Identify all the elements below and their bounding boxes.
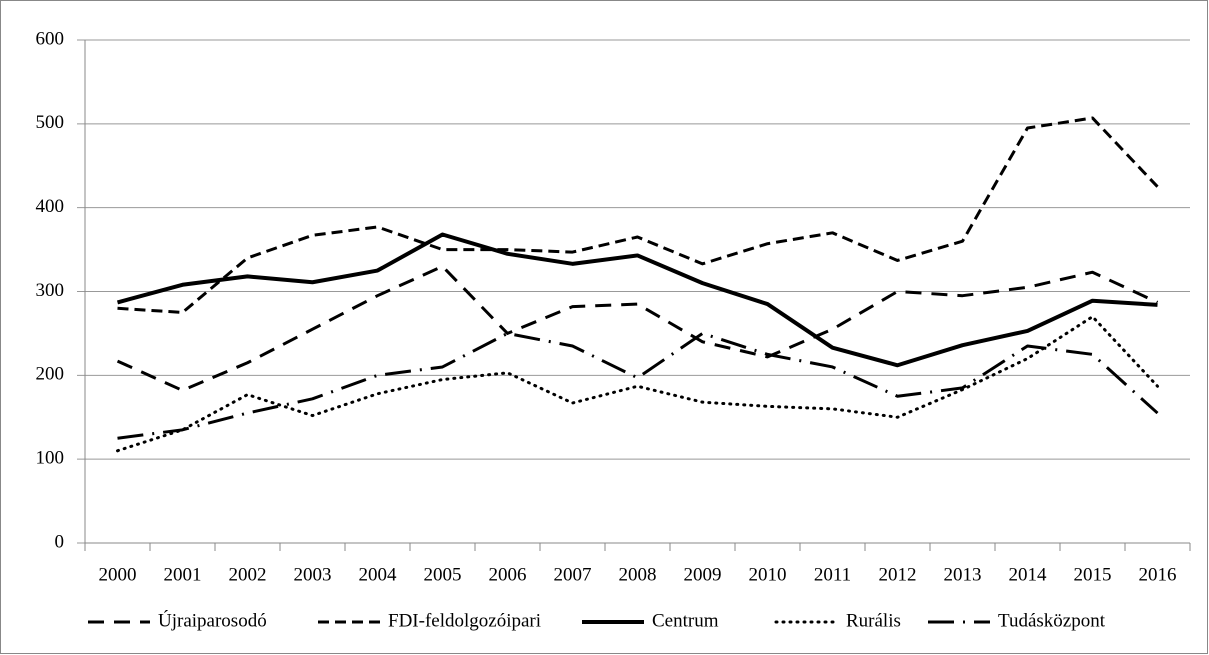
x-tick-label: 2000: [99, 564, 137, 585]
x-tick-label: 2014: [1009, 564, 1048, 585]
y-tick-label: 200: [36, 364, 65, 385]
series-line: [117, 331, 1159, 440]
legend-label: Tudásközpont: [998, 610, 1106, 631]
x-tick-label: 2015: [1074, 564, 1112, 585]
x-tick-label: 2010: [749, 564, 787, 585]
x-tick-label: 2003: [294, 564, 332, 585]
x-tick-label: 2016: [1139, 564, 1177, 585]
y-tick-label: 400: [36, 196, 65, 217]
x-tick-label: 2001: [164, 564, 202, 585]
series-line: [116, 232, 1158, 368]
y-tick-label: 100: [36, 448, 65, 469]
x-tick-label: 2007: [554, 564, 592, 585]
series-line: [117, 116, 1159, 314]
x-tick-label: 2013: [944, 564, 982, 585]
series-line: [116, 264, 1159, 392]
legend-label: FDI-feldolgozóipari: [388, 610, 541, 631]
y-tick-label: 300: [36, 280, 65, 301]
legend-label: Újraiparosodó: [158, 609, 267, 631]
y-tick-label: 0: [55, 531, 65, 552]
x-tick-label: 2012: [879, 564, 917, 585]
legend-label: Centrum: [652, 610, 719, 631]
series-line: [116, 315, 1159, 453]
legend-label: Rurális: [846, 610, 901, 631]
x-tick-label: 2009: [684, 564, 722, 585]
x-tick-label: 2011: [814, 564, 851, 585]
x-tick-label: 2005: [424, 564, 462, 585]
y-tick-label: 500: [36, 112, 65, 133]
x-tick-label: 2008: [619, 564, 657, 585]
x-tick-label: 2006: [489, 564, 527, 585]
y-tick-label: 600: [36, 28, 65, 49]
x-tick-label: 2004: [359, 564, 398, 585]
x-tick-label: 2002: [229, 564, 267, 585]
